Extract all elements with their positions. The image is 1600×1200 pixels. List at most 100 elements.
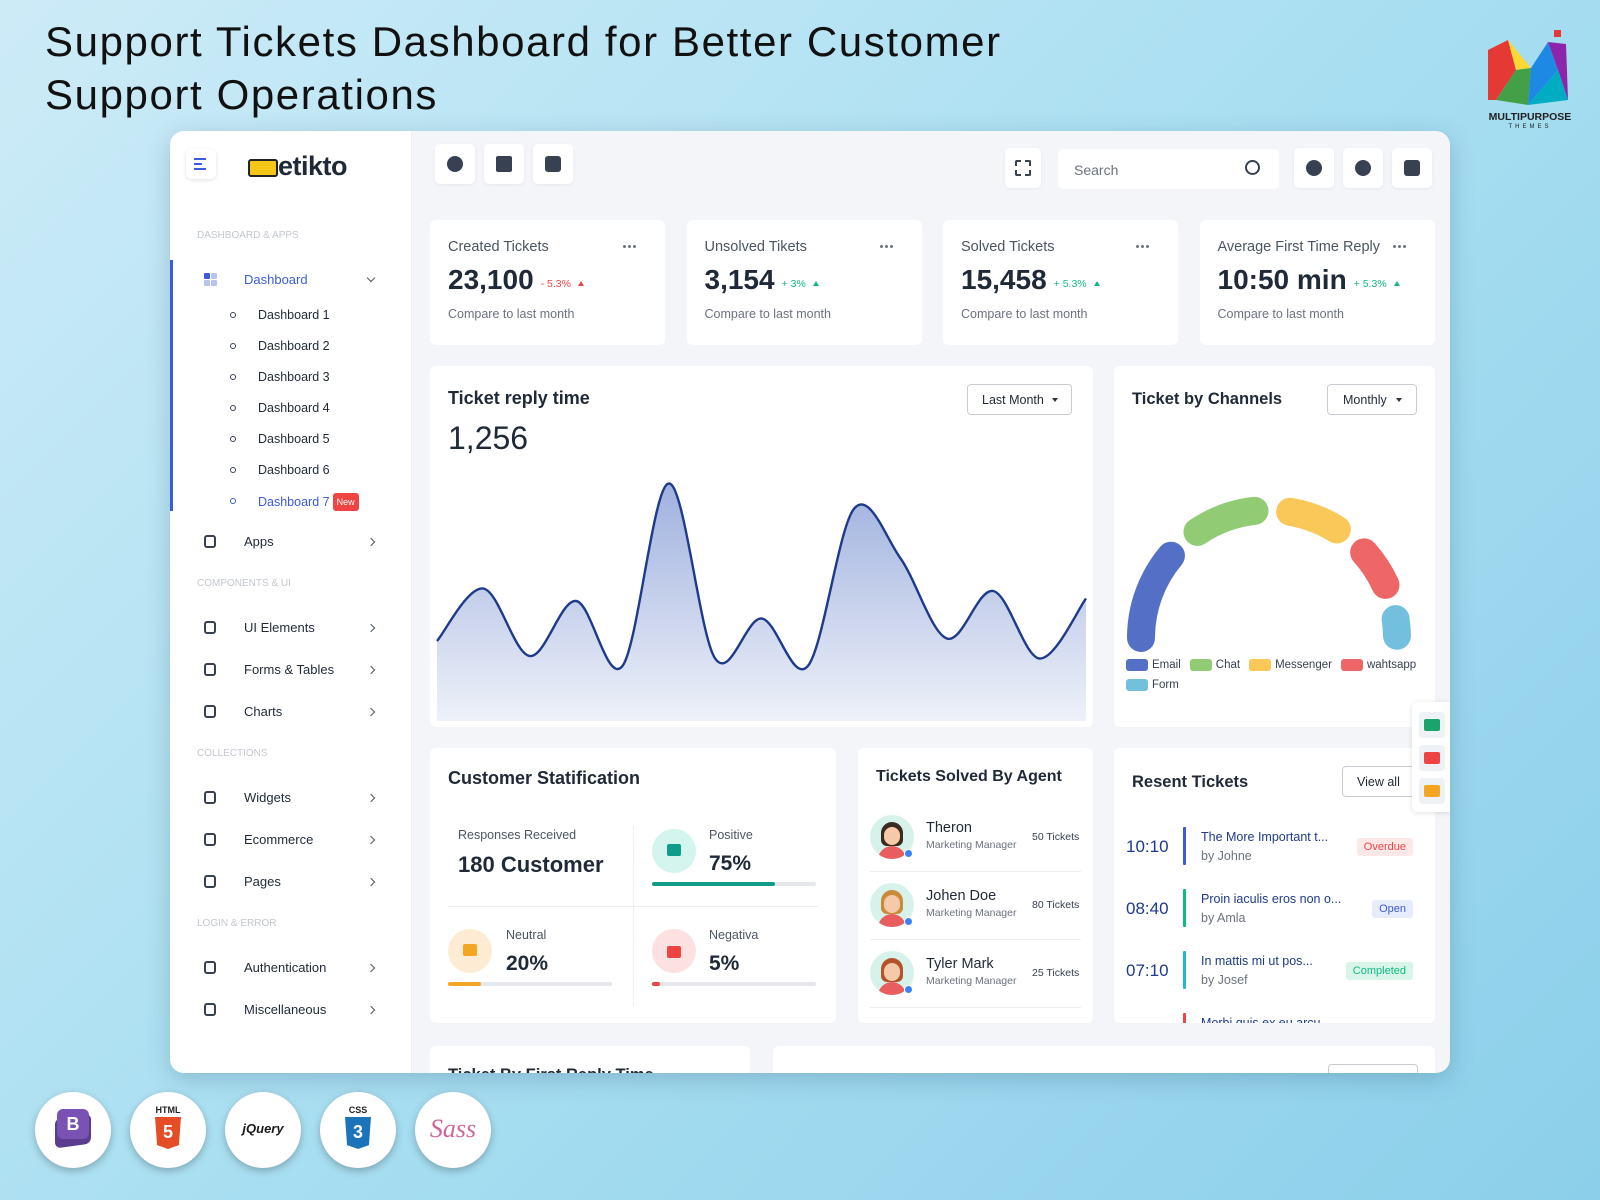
trend-arrow <box>812 280 819 286</box>
stat-value: 15,458 <box>961 264 1047 295</box>
tool-button[interactable] <box>1419 778 1445 804</box>
menu-icon <box>211 280 217 286</box>
ticket-author: by Amla <box>1201 911 1246 925</box>
toolbar-icon <box>447 156 463 172</box>
divider <box>633 826 634 1006</box>
stat-change: + 3% <box>781 278 806 290</box>
metric-value: 20% <box>506 952 549 975</box>
submenu-item[interactable]: Dashboard 1 <box>258 307 330 323</box>
menu-icon <box>204 1003 216 1016</box>
menu-item[interactable]: Pages <box>244 874 281 889</box>
tool-button[interactable] <box>1419 745 1445 771</box>
new-badge: New <box>332 493 359 511</box>
submenu-label: Dashboard 7 <box>258 495 330 509</box>
ticket-status: Overdue <box>1356 838 1413 856</box>
submenu-item[interactable]: Dashboard 4 <box>258 400 330 416</box>
logo-shape <box>1528 70 1568 105</box>
legend-item: wahtsapp <box>1340 659 1417 671</box>
ticket-title[interactable]: In mattis mi ut pos... <box>1201 954 1313 968</box>
ticket-time: 10:10 <box>1126 837 1169 856</box>
menu-toggle[interactable] <box>186 149 216 179</box>
filter-button[interactable] <box>1328 1064 1418 1073</box>
progress-bar <box>652 882 775 886</box>
metric-label: Negativa <box>709 928 759 942</box>
avatar-face <box>884 963 900 981</box>
submenu-item[interactable]: Dashboard 2 <box>258 338 330 354</box>
stat-label: Average First Time Reply <box>1217 239 1381 255</box>
tech-badge: HTML 5 <box>130 1092 206 1168</box>
menu-icon <box>204 280 210 286</box>
submenu-item[interactable]: Dashboard 3 <box>258 369 330 385</box>
toolbar-button[interactable] <box>1005 148 1041 188</box>
gauge-segment <box>1127 541 1185 652</box>
ticket-title[interactable]: Proin iaculis eros non o... <box>1201 892 1342 906</box>
tool-button[interactable] <box>1419 712 1445 738</box>
legend-label: wahtsapp <box>1366 659 1417 671</box>
menu-dot <box>628 245 631 248</box>
menu-item[interactable]: Authentication <box>244 960 327 975</box>
submenu-item[interactable]: Dashboard 7 New <box>258 493 359 511</box>
filter-button[interactable]: Last Month <box>967 384 1072 415</box>
submenu-item[interactable]: Dashboard 5 <box>258 431 330 447</box>
stat-change: + 5.3% <box>1353 278 1387 290</box>
menu-icon <box>204 705 216 718</box>
row-divider <box>870 939 1081 940</box>
menu-icon <box>204 791 216 804</box>
logo-shape <box>1488 40 1516 100</box>
toolbar-button[interactable] <box>1343 148 1383 188</box>
responses-value: 180 Customer <box>458 852 604 877</box>
menu-dot <box>1402 245 1406 248</box>
search-box[interactable]: Search <box>1058 149 1279 189</box>
submenu-dot <box>230 312 236 318</box>
tech-badge: CSS 3 <box>320 1092 396 1168</box>
menu-item[interactable]: Ecommerce <box>244 832 314 847</box>
legend-label: Messenger <box>1275 659 1332 671</box>
view-all-button[interactable]: View all <box>1342 766 1419 797</box>
toolbar-button[interactable] <box>533 144 573 184</box>
badge-label: jQuery <box>242 1121 284 1136</box>
card-title: Ticket by Channels <box>1132 390 1283 408</box>
badge-label: B <box>57 1109 89 1139</box>
menu-item[interactable]: UI Elements <box>244 620 315 635</box>
toolbar-icon <box>545 156 561 172</box>
filter-button[interactable]: Monthly <box>1327 384 1417 415</box>
chevron <box>366 963 376 973</box>
ticket-title[interactable]: Morbi quis ex eu arcu <box>1201 1016 1321 1023</box>
menu-item[interactable]: Dashboard <box>244 272 308 287</box>
submenu-label: Dashboard 2 <box>258 339 330 353</box>
badge-shield: 5 <box>155 1117 181 1149</box>
legend-item: Email <box>1126 659 1181 671</box>
toolbar-button[interactable] <box>1294 148 1334 188</box>
submenu-dot <box>230 498 236 504</box>
toolbar-button[interactable] <box>435 144 475 184</box>
ticket-time: 07:10 <box>1126 961 1169 980</box>
menu-item[interactable]: Forms & Tables <box>244 662 335 677</box>
card-title: Resent Tickets <box>1132 773 1249 791</box>
ticket-title[interactable]: The More Important t... <box>1201 830 1329 844</box>
menu-dot <box>633 245 636 248</box>
stat-row: 15,458 + 5.3% <box>961 264 1100 296</box>
stat-value: 10:50 min <box>1217 264 1347 295</box>
agent-role: Marketing Manager <box>926 907 1017 919</box>
toggle-line <box>194 168 206 170</box>
toolbar-button[interactable] <box>1392 148 1432 188</box>
progress-bar <box>448 982 481 986</box>
agent-role: Marketing Manager <box>926 975 1017 987</box>
submenu-label: Dashboard 3 <box>258 370 330 384</box>
toolbar-button[interactable] <box>484 144 524 184</box>
menu-item[interactable]: Widgets <box>244 790 291 805</box>
menu-dot <box>879 245 883 248</box>
status-dot <box>904 985 913 994</box>
tool-icon <box>1424 785 1440 797</box>
thumb <box>667 946 681 958</box>
menu-item[interactable]: Charts <box>244 704 283 719</box>
ticket-status: Open <box>1372 900 1413 918</box>
legend-label: Form <box>1152 679 1179 691</box>
menu-item[interactable]: Apps <box>244 534 274 549</box>
legend-label: Chat <box>1215 659 1241 671</box>
filter-label: Monthly <box>1343 393 1387 407</box>
chevron <box>366 665 376 675</box>
stat-row: 23,100 - 5.3% <box>448 264 584 296</box>
menu-item[interactable]: Miscellaneous <box>244 1002 327 1017</box>
submenu-item[interactable]: Dashboard 6 <box>258 462 330 478</box>
